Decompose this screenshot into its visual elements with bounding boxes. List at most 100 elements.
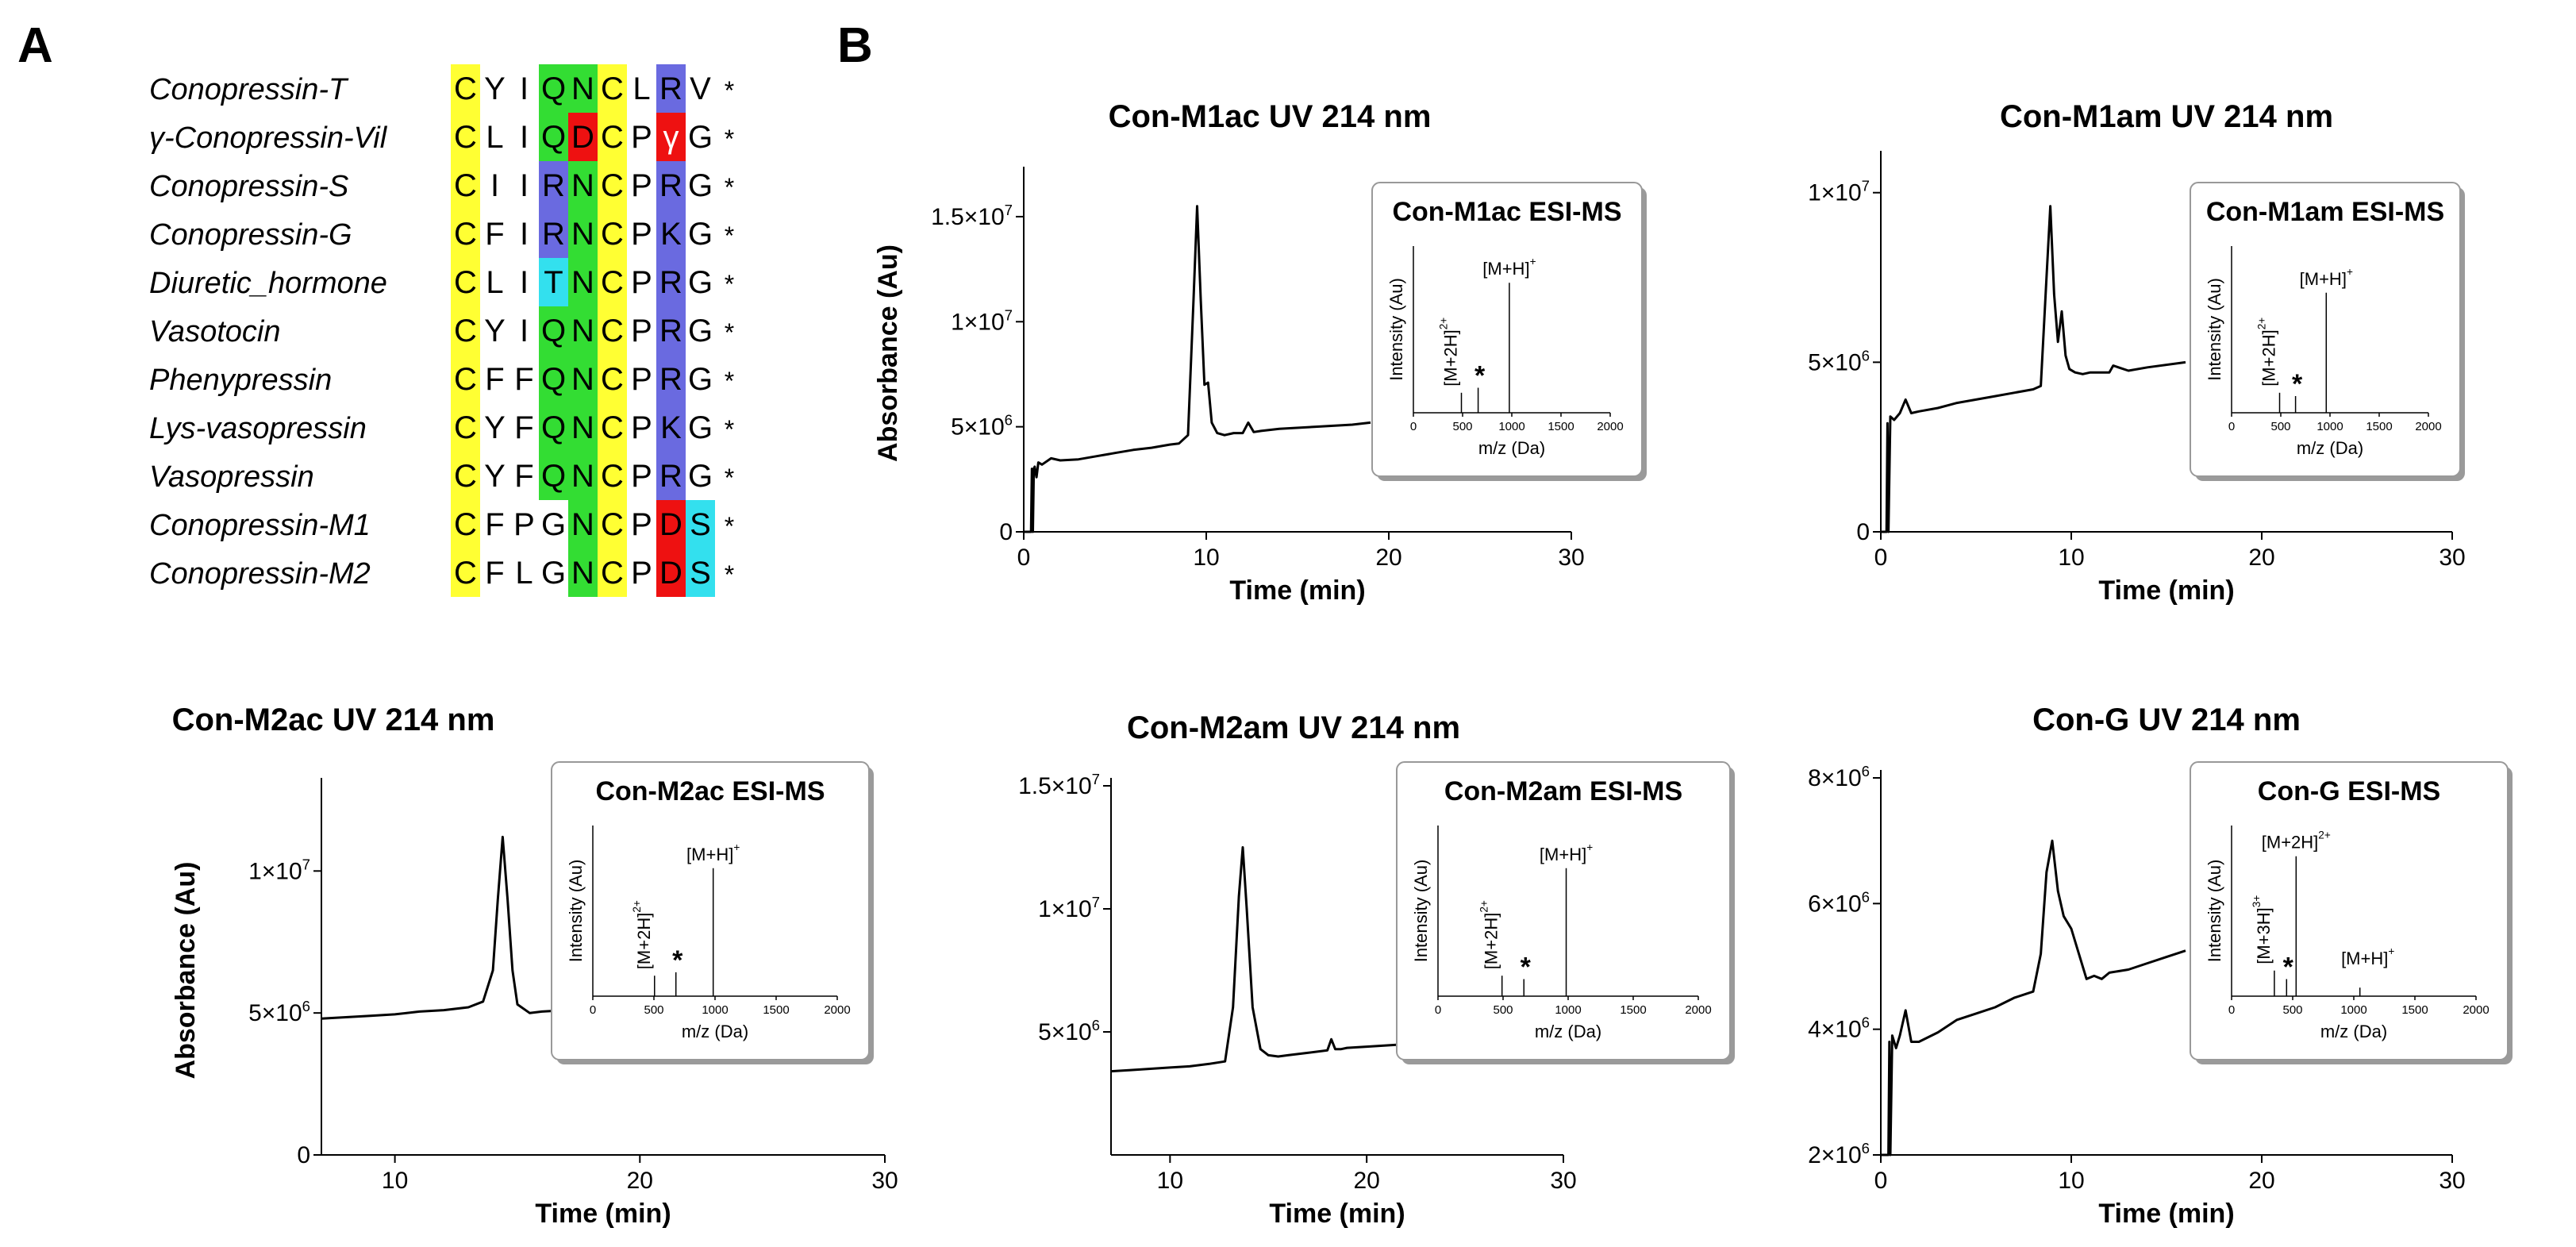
residue: P <box>631 556 652 591</box>
residue-highlight <box>539 306 568 355</box>
inset-x-axis-label: m/z (Da) <box>2297 438 2363 458</box>
residue-highlight <box>598 258 627 306</box>
impurity-star: * <box>2283 953 2294 983</box>
residue: N <box>571 71 594 106</box>
residue-highlight <box>451 355 480 403</box>
residue: I <box>520 314 529 348</box>
residue: D <box>571 120 594 155</box>
ms-peak-label: [M+2H]2+ <box>2256 318 2279 387</box>
residue: F <box>485 556 504 591</box>
residue-highlight <box>656 306 686 355</box>
residue-highlight <box>451 403 480 452</box>
residue: P <box>631 168 652 203</box>
residue-highlight <box>656 64 686 113</box>
sequence-alignment: Conopressin-T C Y I Q N C L R V *γ-Conopressin-Vil… <box>149 64 734 597</box>
residue: N <box>571 168 594 203</box>
residue: P <box>631 314 652 348</box>
ms-peak-label: [M+H]+ <box>1482 256 1536 279</box>
chromatogram-con-m2ac: Con-M2ac UV 214 nm 10 20 30 0 5×106 1×107 Time … <box>171 702 898 1229</box>
residue: V <box>690 71 711 106</box>
residue: G <box>541 556 566 591</box>
residue-highlight <box>568 64 598 113</box>
residue: P <box>631 120 652 155</box>
residue: K <box>660 410 682 445</box>
sequence-name: Conopressin-M1 <box>149 509 371 542</box>
residue-highlight <box>451 452 480 500</box>
residue: Y <box>484 410 506 445</box>
inset-box <box>1371 182 1643 477</box>
residue: G <box>688 120 713 155</box>
ms-peak-label: [M+H]+ <box>1540 841 1593 864</box>
residue-highlight <box>451 306 480 355</box>
c-terminal-mark: * <box>725 560 734 589</box>
residue-highlight <box>656 113 686 161</box>
residue: Q <box>541 314 566 348</box>
inset-x-tick-label: 2000 <box>2415 420 2441 433</box>
inset-x-axis-label: m/z (Da) <box>2320 1022 2387 1041</box>
residue: C <box>454 459 477 494</box>
y-tick-label: 0 <box>1856 519 1870 545</box>
inset-x-tick-label: 1000 <box>1498 420 1524 433</box>
sequence-name: Conopressin-M2 <box>149 557 371 591</box>
y-axis-label: Absorbance (Au) <box>873 244 903 462</box>
residue-highlight <box>598 452 627 500</box>
residue: C <box>454 265 477 300</box>
inset-x-tick-label: 1500 <box>2366 420 2392 433</box>
sequence-name: Conopressin-T <box>149 73 349 106</box>
residue: I <box>520 265 529 300</box>
residue-highlight <box>656 452 686 500</box>
inset-x-axis-label: m/z (Da) <box>1478 438 1545 458</box>
inset-x-axis-label: m/z (Da) <box>682 1022 748 1041</box>
residue: G <box>688 410 713 445</box>
chart-title: Con-M1am UV 214 nm <box>2000 99 2333 134</box>
residue: Q <box>541 362 566 397</box>
residue-highlight <box>539 452 568 500</box>
residue: Q <box>541 459 566 494</box>
residue: C <box>601 120 624 155</box>
residue-highlight <box>451 113 480 161</box>
residue: I <box>490 168 499 203</box>
residue: C <box>601 362 624 397</box>
inset-y-axis-label: Intensity (Au) <box>1411 860 1431 963</box>
inset-x-tick-label: 0 <box>1410 420 1417 433</box>
residue-highlight <box>656 161 686 210</box>
inset-y-axis-label: Intensity (Au) <box>566 860 586 963</box>
x-tick-label: 30 <box>1558 545 1584 571</box>
residue-highlight <box>568 258 598 306</box>
c-terminal-mark: * <box>725 318 734 347</box>
residue: G <box>688 217 713 252</box>
residue: C <box>454 362 477 397</box>
residue: R <box>659 459 682 494</box>
c-terminal-mark: * <box>725 512 734 541</box>
chromatogram-con-m1ac: Con-M1ac UV 214 nm 0 10 20 30 0 5×106 1×107 1.5×… <box>873 99 1647 606</box>
inset-title: Con-M1am ESI-MS <box>2206 197 2444 227</box>
x-tick-label: 10 <box>1157 1168 1183 1194</box>
y-axis-label: Absorbance (Au) <box>171 862 201 1080</box>
residue-highlight <box>568 210 598 258</box>
inset-x-tick-label: 1000 <box>2340 1003 2366 1017</box>
residue-highlight <box>539 210 568 258</box>
c-terminal-mark: * <box>725 464 734 492</box>
chromatogram-trace <box>1024 205 1371 533</box>
residue-highlight <box>539 258 568 306</box>
inset-x-tick-label: 1000 <box>702 1003 728 1017</box>
sequence-name: Diuretic_hormone <box>149 267 387 300</box>
residue: G <box>541 507 566 542</box>
residue-highlight <box>598 161 627 210</box>
inset-title: Con-M2am ESI-MS <box>1444 776 1682 806</box>
residue-highlight <box>451 258 480 306</box>
residue-highlight <box>451 548 480 597</box>
ms-peak-label: [M+H]+ <box>2341 945 2394 968</box>
residue-highlight <box>598 403 627 452</box>
inset-x-tick-label: 500 <box>2270 420 2290 433</box>
x-tick-label: 0 <box>1874 545 1888 571</box>
y-tick-label: 1×107 <box>951 306 1013 335</box>
chromatogram-trace <box>1110 846 1564 1073</box>
residue-highlight <box>539 113 568 161</box>
residue: γ <box>663 120 679 155</box>
panel-b-label: B <box>837 18 873 73</box>
residue: I <box>520 168 529 203</box>
impurity-star: * <box>1521 953 1532 983</box>
residue: P <box>513 507 535 542</box>
c-terminal-mark: * <box>725 415 734 444</box>
